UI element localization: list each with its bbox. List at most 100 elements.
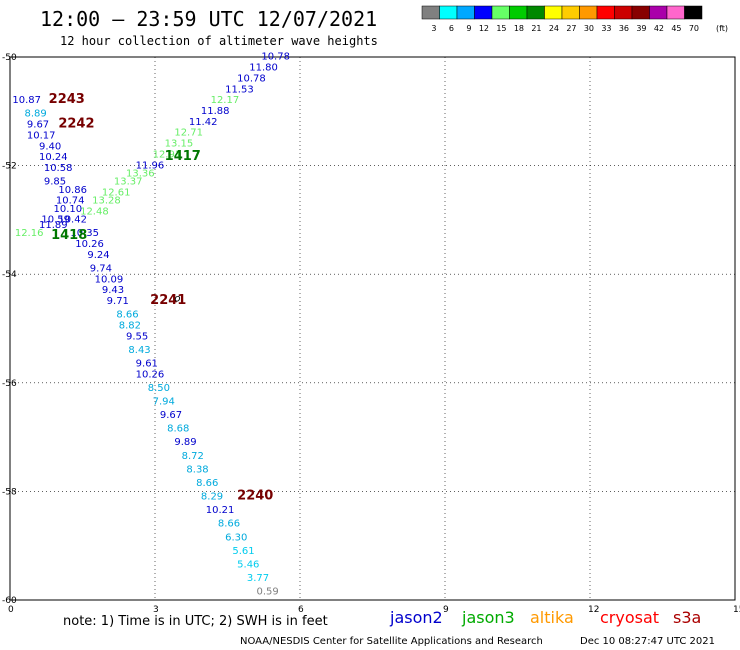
wave-height-point: 12.71 (174, 128, 203, 139)
satellite-name: altika (530, 608, 574, 627)
legend-swatch (579, 5, 598, 20)
wave-height-point: 12.16 (15, 228, 44, 239)
satellite-name: cryosat (600, 608, 659, 627)
wave-height-point: 8.66 (218, 519, 240, 530)
legend-label: 70 (689, 24, 699, 33)
wave-height-point: 9.40 (39, 141, 61, 152)
wave-height-point: 10.86 (58, 185, 87, 196)
wave-height-point: 9.55 (126, 331, 148, 342)
legend-swatch (456, 5, 475, 20)
legend-swatch (596, 5, 615, 20)
wave-height-point: 13.15 (165, 139, 194, 150)
legend-label: 3 (431, 24, 436, 33)
wave-height-point: 9.24 (87, 250, 109, 261)
wave-height-point: 8.68 (167, 424, 189, 435)
wave-height-point: 8.89 (25, 109, 47, 120)
wave-height-point: 10.35 (70, 228, 99, 239)
wave-height-point: 11.80 (249, 63, 278, 74)
satellite-legend: jason2 jason3 altika cryosat s3a (389, 608, 701, 627)
legend-label: 15 (496, 24, 506, 33)
pass-time-label: 2242 (58, 117, 94, 132)
wave-height-point: 9.85 (44, 177, 66, 188)
satellite-name: jason2 (389, 608, 443, 627)
wave-height-point: 7.94 (153, 397, 175, 408)
chart-title: 12:00 – 23:59 UTC 12/07/2021 (40, 7, 377, 31)
x-tick-label: 15 (733, 605, 740, 615)
legend-swatch (439, 5, 458, 20)
legend-label: 6 (449, 24, 454, 33)
legend-label: 30 (584, 24, 594, 33)
pass-time-label: 1418 (51, 228, 87, 243)
legend-swatch (526, 5, 545, 20)
wave-height-point: 8.66 (196, 478, 218, 489)
legend-swatch (474, 5, 493, 20)
wave-height-point: 10.09 (95, 274, 124, 285)
legend-swatch (561, 5, 580, 20)
legend-label: 27 (566, 24, 576, 33)
wave-height-point: 9.89 (174, 437, 196, 448)
plot-frame (9, 56, 736, 601)
x-tick-label: 3 (153, 605, 159, 615)
wave-height-point: 10.26 (75, 239, 104, 250)
satellite-name: jason3 (461, 608, 515, 627)
grid-lines (10, 57, 735, 600)
legend-label: 9 (466, 24, 471, 33)
wave-height-point: 9.67 (27, 120, 49, 131)
wave-height-point: 10.78 (237, 73, 266, 84)
wave-height-point: 11.42 (189, 117, 218, 128)
y-tick-label: -60 (2, 596, 17, 606)
wave-height-point: 12.91 (153, 149, 182, 160)
legend-label: 45 (671, 24, 681, 33)
legend-swatch (631, 5, 650, 20)
wave-height-point: 5.46 (237, 559, 259, 570)
wave-height-point: 10.17 (27, 130, 56, 141)
legend-swatch (614, 5, 633, 20)
wave-height-point: 9.74 (90, 263, 112, 274)
wave-height-point: 8.66 (116, 310, 138, 321)
legend-label: 24 (549, 24, 559, 33)
wave-height-point: 11.89 (39, 220, 68, 231)
wave-height-point: 6.30 (225, 532, 247, 543)
wave-height-point: 5.61 (232, 546, 254, 557)
satellite-name: s3a (673, 608, 701, 627)
wave-height-point: 8.50 (148, 383, 170, 394)
wave-height-point: 8.82 (119, 321, 141, 332)
wave-height-point: 3.77 (247, 573, 269, 584)
legend-label: 12 (479, 24, 489, 33)
x-tick-label: 12 (588, 605, 599, 615)
wave-height-point: 8.38 (186, 464, 208, 475)
wave-height-point: 10.26 (136, 369, 165, 380)
note-text: note: 1) Time is in UTC; 2) SWH is in fe… (63, 614, 328, 629)
wave-height-point: 10.78 (261, 52, 290, 63)
legend-swatch (509, 5, 528, 20)
wave-height-point: 11.96 (136, 160, 165, 171)
x-tick-label: 0 (8, 605, 14, 615)
y-tick-label: -52 (2, 162, 17, 172)
footer-timestamp: Dec 10 08:27:47 UTC 2021 (580, 636, 715, 647)
wave-height-point: 13.28 (92, 196, 121, 207)
wave-height-point: 8.29 (201, 492, 223, 503)
plot-area: 03691215-50-52-54-56-58-60 10.7811.8010.… (2, 52, 740, 615)
wave-height-point: 10.74 (56, 196, 85, 207)
pass-time-label: 1417 (165, 149, 201, 164)
wave-height-point: 9.43 (102, 285, 124, 296)
wave-height-point: 8.43 (128, 345, 150, 356)
color-legend: 3 6 9 12 15 18 21 24 27 30 33 36 39 42 45 70 (421, 5, 703, 33)
wave-height-point: 12.17 (211, 95, 240, 106)
wave-height-point: 10.10 (54, 204, 83, 215)
y-tick-label: -56 (2, 379, 17, 389)
legend-swatch (544, 5, 563, 20)
legend-swatch (491, 5, 510, 20)
legend-swatch (684, 5, 703, 20)
legend-label: 21 (531, 24, 541, 33)
x-tick-label: 6 (298, 605, 304, 615)
position-marker: o (174, 293, 180, 304)
wave-height-point: 9.61 (136, 359, 158, 370)
legend-swatch (666, 5, 685, 20)
wave-height-point: 10.59 (41, 215, 70, 226)
wave-height-point: 10.87 (12, 95, 41, 106)
wave-height-point: 12.61 (102, 187, 131, 198)
pass-annotations: 2243 2242 1417 1418 2241 2240 o (49, 92, 274, 503)
legend-label: 39 (636, 24, 646, 33)
